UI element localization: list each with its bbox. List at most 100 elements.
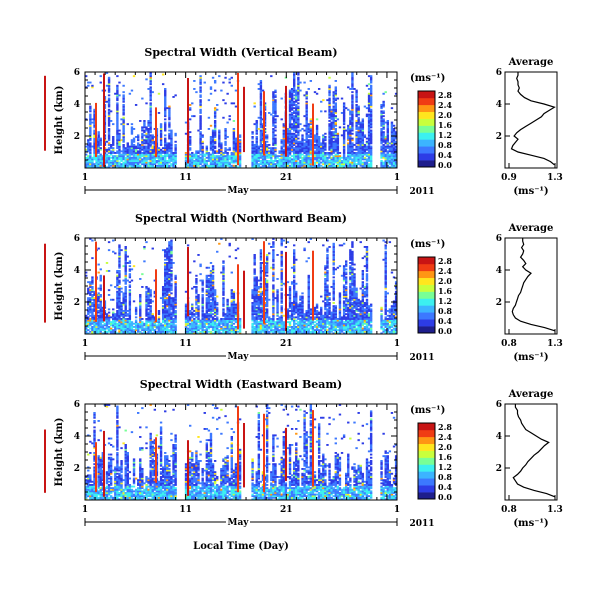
profile-y-tick-label: 2 — [496, 298, 502, 308]
x-tick-label: 11 — [179, 173, 192, 183]
colorbar-seg — [418, 485, 435, 493]
profile-y-tick-label: 4 — [496, 266, 502, 276]
panel-title: Spectral Width (Vertical Beam) — [144, 46, 337, 59]
year-label: 2011 — [409, 187, 434, 197]
spike-5 — [237, 264, 239, 330]
spike-0 — [44, 75, 46, 151]
colorbar-unit: (ms⁻¹) — [410, 73, 445, 84]
profile-x-label: (ms⁻¹) — [513, 518, 548, 529]
colorbar-seg — [418, 436, 435, 445]
y-tick-label: 2 — [74, 298, 80, 308]
colorbar-frame — [417, 90, 436, 168]
colorbar-seg — [418, 429, 435, 438]
y-tick-label: 4 — [74, 432, 80, 442]
colorbar-seg — [418, 471, 435, 479]
x-tick-label: 1 — [82, 505, 88, 515]
spike-3 — [155, 107, 157, 158]
colorbar-seg — [418, 160, 435, 168]
colorbar-seg — [418, 443, 435, 451]
spike-8 — [285, 251, 287, 331]
y-tick-label: 4 — [74, 100, 80, 110]
colorbar-tick-label: 0.8 — [438, 306, 452, 316]
spike-4 — [187, 440, 189, 496]
colorbar-seg — [418, 450, 435, 458]
y-tick-label: 6 — [74, 68, 80, 78]
profile-y-tick-label: 6 — [496, 400, 502, 410]
spike-3 — [155, 269, 157, 322]
y-axis-label: Height (km) — [54, 86, 65, 155]
colorbar-seg — [418, 326, 435, 334]
x-tick-label: 11 — [179, 339, 192, 349]
spike-9 — [312, 250, 314, 321]
colorbar-seg — [418, 423, 435, 431]
spike-1 — [95, 241, 97, 322]
profile-x-tick-label: 1.3 — [547, 505, 563, 515]
month-label-bg — [226, 517, 250, 527]
colorbar-seg — [418, 132, 435, 140]
profile-x-tick-label: 0.9 — [501, 173, 517, 183]
heatmap-cells — [44, 72, 398, 169]
colorbar-seg — [418, 478, 435, 486]
panel-title: Spectral Width (Eastward Beam) — [140, 378, 342, 391]
spike-7 — [263, 241, 265, 324]
colorbar-seg — [418, 118, 435, 126]
profile-y-tick-label: 2 — [496, 132, 502, 142]
colorbar-tick-label: 0.0 — [438, 326, 452, 336]
profile-x-tick-label: 1.3 — [547, 173, 563, 183]
x-tick-label: 1 — [394, 505, 400, 515]
colorbar-frame — [417, 256, 436, 334]
profile-y-tick-label: 2 — [496, 464, 502, 474]
profile-x-tick-label: 0.8 — [501, 339, 517, 349]
year-label: 2011 — [409, 519, 434, 529]
y-axis-label: Height (km) — [54, 418, 65, 487]
spike-3 — [155, 437, 157, 483]
y-tick-label: 2 — [74, 464, 80, 474]
colorbar-seg — [418, 91, 435, 99]
colorbar-tick-label: 0.8 — [438, 472, 452, 482]
profile-x-tick-label: 0.8 — [501, 505, 517, 515]
month-label: May — [227, 352, 249, 362]
colorbar-tick-label: 2.8 — [438, 422, 452, 432]
profile-x-label: (ms⁻¹) — [513, 352, 548, 363]
colorbar-seg — [418, 153, 435, 161]
colorbar-seg — [418, 291, 435, 299]
colorbar-tick-label: 0.4 — [438, 316, 452, 326]
colorbar-seg — [418, 319, 435, 327]
profile-y-tick-label: 6 — [496, 68, 502, 78]
y-tick-label: 2 — [74, 132, 80, 142]
spike-7 — [263, 91, 265, 156]
spike-4 — [187, 78, 189, 164]
colorbar-tick-label: 2.4 — [438, 432, 452, 442]
profile-y-tick-label: 4 — [496, 100, 502, 110]
profile-y-tick-label: 4 — [496, 432, 502, 442]
spike-4 — [187, 246, 189, 317]
spike-1 — [95, 442, 97, 492]
x-tick-label: 1 — [82, 173, 88, 183]
y-tick-label: 6 — [74, 234, 80, 244]
spike-8 — [285, 85, 287, 157]
colorbar-tick-label: 1.2 — [438, 462, 452, 472]
colorbar-tick-label: 2.4 — [438, 266, 452, 276]
colorbar-seg — [418, 312, 435, 320]
colorbar-seg — [418, 257, 435, 265]
x-tick-label: 21 — [280, 173, 293, 183]
colorbar-seg — [418, 457, 435, 465]
profile-x-tick-label: 1.3 — [547, 339, 563, 349]
x-tick-label: 11 — [179, 505, 192, 515]
colorbar-seg — [418, 305, 435, 313]
profile-title: Average — [508, 223, 554, 234]
profile-title: Average — [508, 389, 554, 400]
colorbar-tick-label: 1.2 — [438, 296, 452, 306]
colorbar-seg — [418, 125, 435, 133]
colorbar-tick-label: 0.4 — [438, 482, 452, 492]
colorbar-seg — [418, 277, 435, 285]
profile-frame — [504, 403, 558, 501]
colorbar-tick-label: 1.2 — [438, 130, 452, 140]
spike-1 — [95, 102, 97, 157]
colorbar-frame — [417, 422, 436, 500]
colorbar-tick-label: 2.8 — [438, 256, 452, 266]
colorbar-seg — [418, 263, 435, 272]
colorbar-tick-label: 1.6 — [438, 286, 452, 296]
colorbar-tick-label: 0.8 — [438, 140, 452, 150]
spike-5 — [237, 72, 239, 166]
